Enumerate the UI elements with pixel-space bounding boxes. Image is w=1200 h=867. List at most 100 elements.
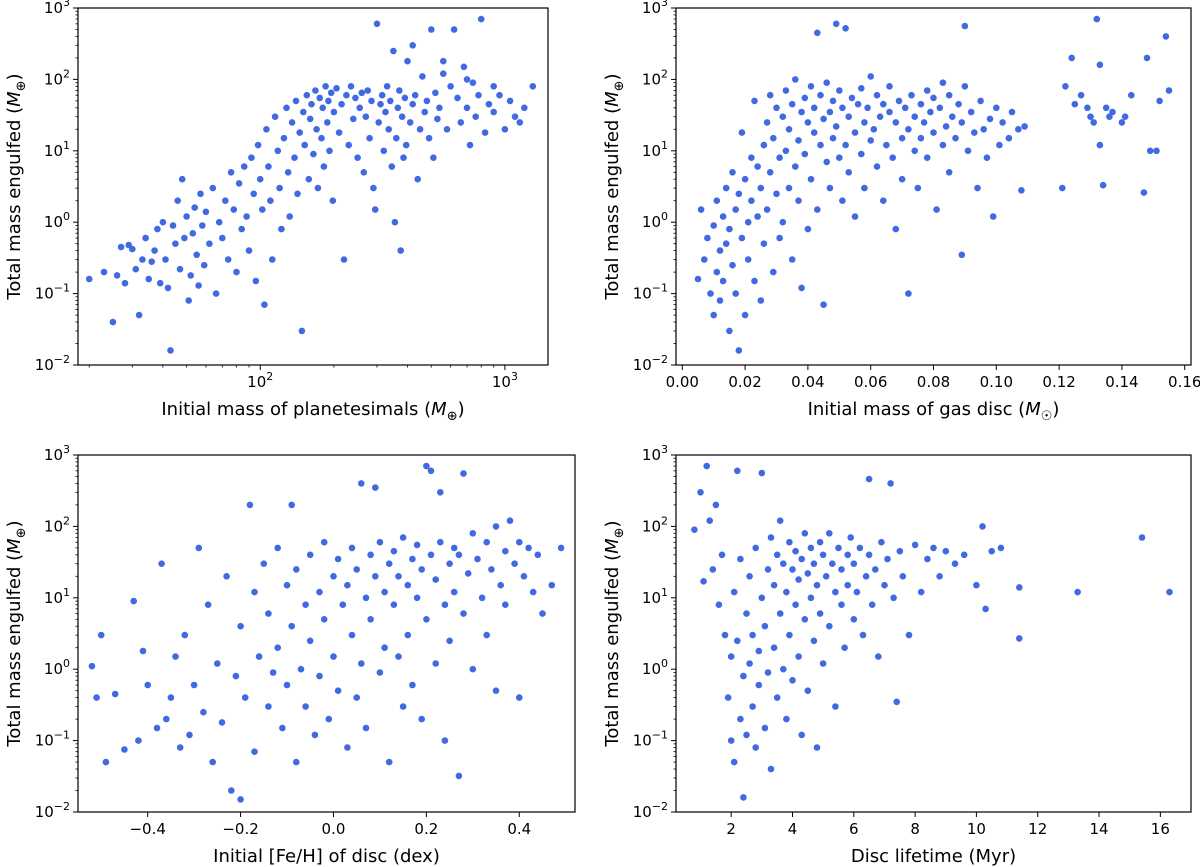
scatter-point	[311, 731, 319, 739]
scatter-point	[347, 83, 355, 90]
y-tick-label: 10−2	[633, 800, 668, 821]
scatter-point	[703, 462, 710, 470]
scatter-point	[707, 290, 714, 297]
scatter-point	[783, 715, 790, 723]
scatter-point	[320, 538, 328, 546]
scatter-point	[838, 601, 845, 608]
scatter-point	[875, 653, 882, 660]
scatter-point	[801, 530, 809, 537]
scatter-point	[228, 787, 235, 794]
scatter-point	[792, 547, 799, 555]
scatter-point	[109, 318, 117, 326]
scatter-point	[761, 724, 769, 732]
plot-frame	[675, 7, 1192, 366]
scatter-point	[958, 119, 966, 126]
scatter-point	[301, 141, 309, 149]
scatter-point	[845, 169, 852, 176]
scatter-point	[764, 566, 772, 573]
scatter-point	[364, 87, 372, 94]
scatter-point	[404, 631, 412, 639]
scatter-point	[241, 694, 249, 701]
x-tick-label: 2	[726, 820, 736, 838]
scatter-point	[434, 115, 441, 123]
scatter-point	[761, 622, 769, 630]
scatter-point	[889, 154, 896, 161]
scatter-point	[1146, 147, 1154, 155]
scatter-point	[820, 301, 827, 309]
scatter-point	[770, 134, 777, 142]
scatter-point	[1102, 104, 1110, 112]
scatter-point	[967, 108, 975, 116]
scatter-point	[1093, 15, 1101, 23]
y-tick-label: 103	[642, 443, 668, 464]
scatter-point	[200, 261, 208, 269]
scatter-point	[700, 578, 707, 585]
scatter-point	[401, 94, 409, 102]
scatter-point	[400, 154, 407, 161]
scatter-point	[163, 715, 170, 723]
y-tick-label: 10−1	[633, 729, 668, 750]
scatter-point	[327, 89, 335, 97]
scatter-point	[741, 311, 749, 319]
scatter-point	[1165, 87, 1173, 94]
scatter-point	[457, 119, 465, 126]
scatter-point	[880, 197, 887, 204]
scatter-point	[836, 154, 843, 161]
scatter-point	[455, 772, 463, 780]
scatter-point	[326, 147, 333, 155]
scatter-point	[988, 547, 995, 555]
scatter-point	[238, 225, 245, 233]
scatter-point	[1128, 91, 1135, 99]
scatter-point	[722, 184, 730, 192]
scatter-point	[297, 665, 305, 673]
scatter-point	[779, 218, 787, 226]
scatter-point	[1156, 97, 1163, 105]
scatter-point	[348, 544, 356, 552]
scatter-point	[372, 573, 379, 580]
scatter-point	[961, 83, 969, 90]
scatter-point	[481, 129, 489, 136]
scatter-point	[901, 104, 909, 112]
scatter-point	[516, 538, 523, 546]
scatter-point	[520, 573, 528, 580]
scatter-point	[283, 581, 291, 589]
y-tick-label: 100	[44, 657, 70, 678]
scatter-point	[308, 100, 315, 108]
scatter-point	[722, 240, 730, 247]
scatter-point	[267, 197, 274, 204]
scatter-point	[927, 108, 934, 116]
scatter-point	[744, 218, 752, 226]
scatter-point	[502, 547, 509, 555]
scatter-point	[873, 91, 881, 99]
scatter-point	[151, 247, 158, 254]
scatter-point	[713, 268, 721, 276]
scatter-point	[873, 163, 881, 170]
x-tick-label: 0.0	[322, 820, 346, 838]
scatter-point	[199, 222, 206, 229]
scatter-point	[986, 115, 994, 123]
scatter-point	[334, 687, 342, 694]
scatter-point	[773, 104, 780, 112]
scatter-point	[305, 175, 313, 183]
scatter-point	[770, 581, 778, 589]
scatter-point	[372, 484, 379, 491]
scatter-point	[183, 213, 190, 220]
scatter-point	[813, 581, 821, 589]
scatter-point	[291, 154, 298, 161]
scatter-point	[960, 551, 968, 559]
scatter-point	[418, 715, 426, 723]
y-tick-label: 101	[642, 586, 668, 607]
scatter-point	[760, 141, 768, 149]
scatter-point	[423, 462, 430, 470]
scatter-point	[393, 134, 400, 142]
scatter-point	[284, 169, 292, 176]
scatter-point	[854, 100, 862, 108]
scatter-point	[378, 91, 386, 99]
scatter-point	[135, 737, 142, 744]
scatter-point	[100, 268, 108, 276]
scatter-point	[751, 277, 758, 285]
scatter-point	[751, 97, 758, 105]
scatter-point	[945, 91, 953, 99]
scatter-point	[440, 57, 447, 65]
scatter-point	[880, 100, 887, 108]
